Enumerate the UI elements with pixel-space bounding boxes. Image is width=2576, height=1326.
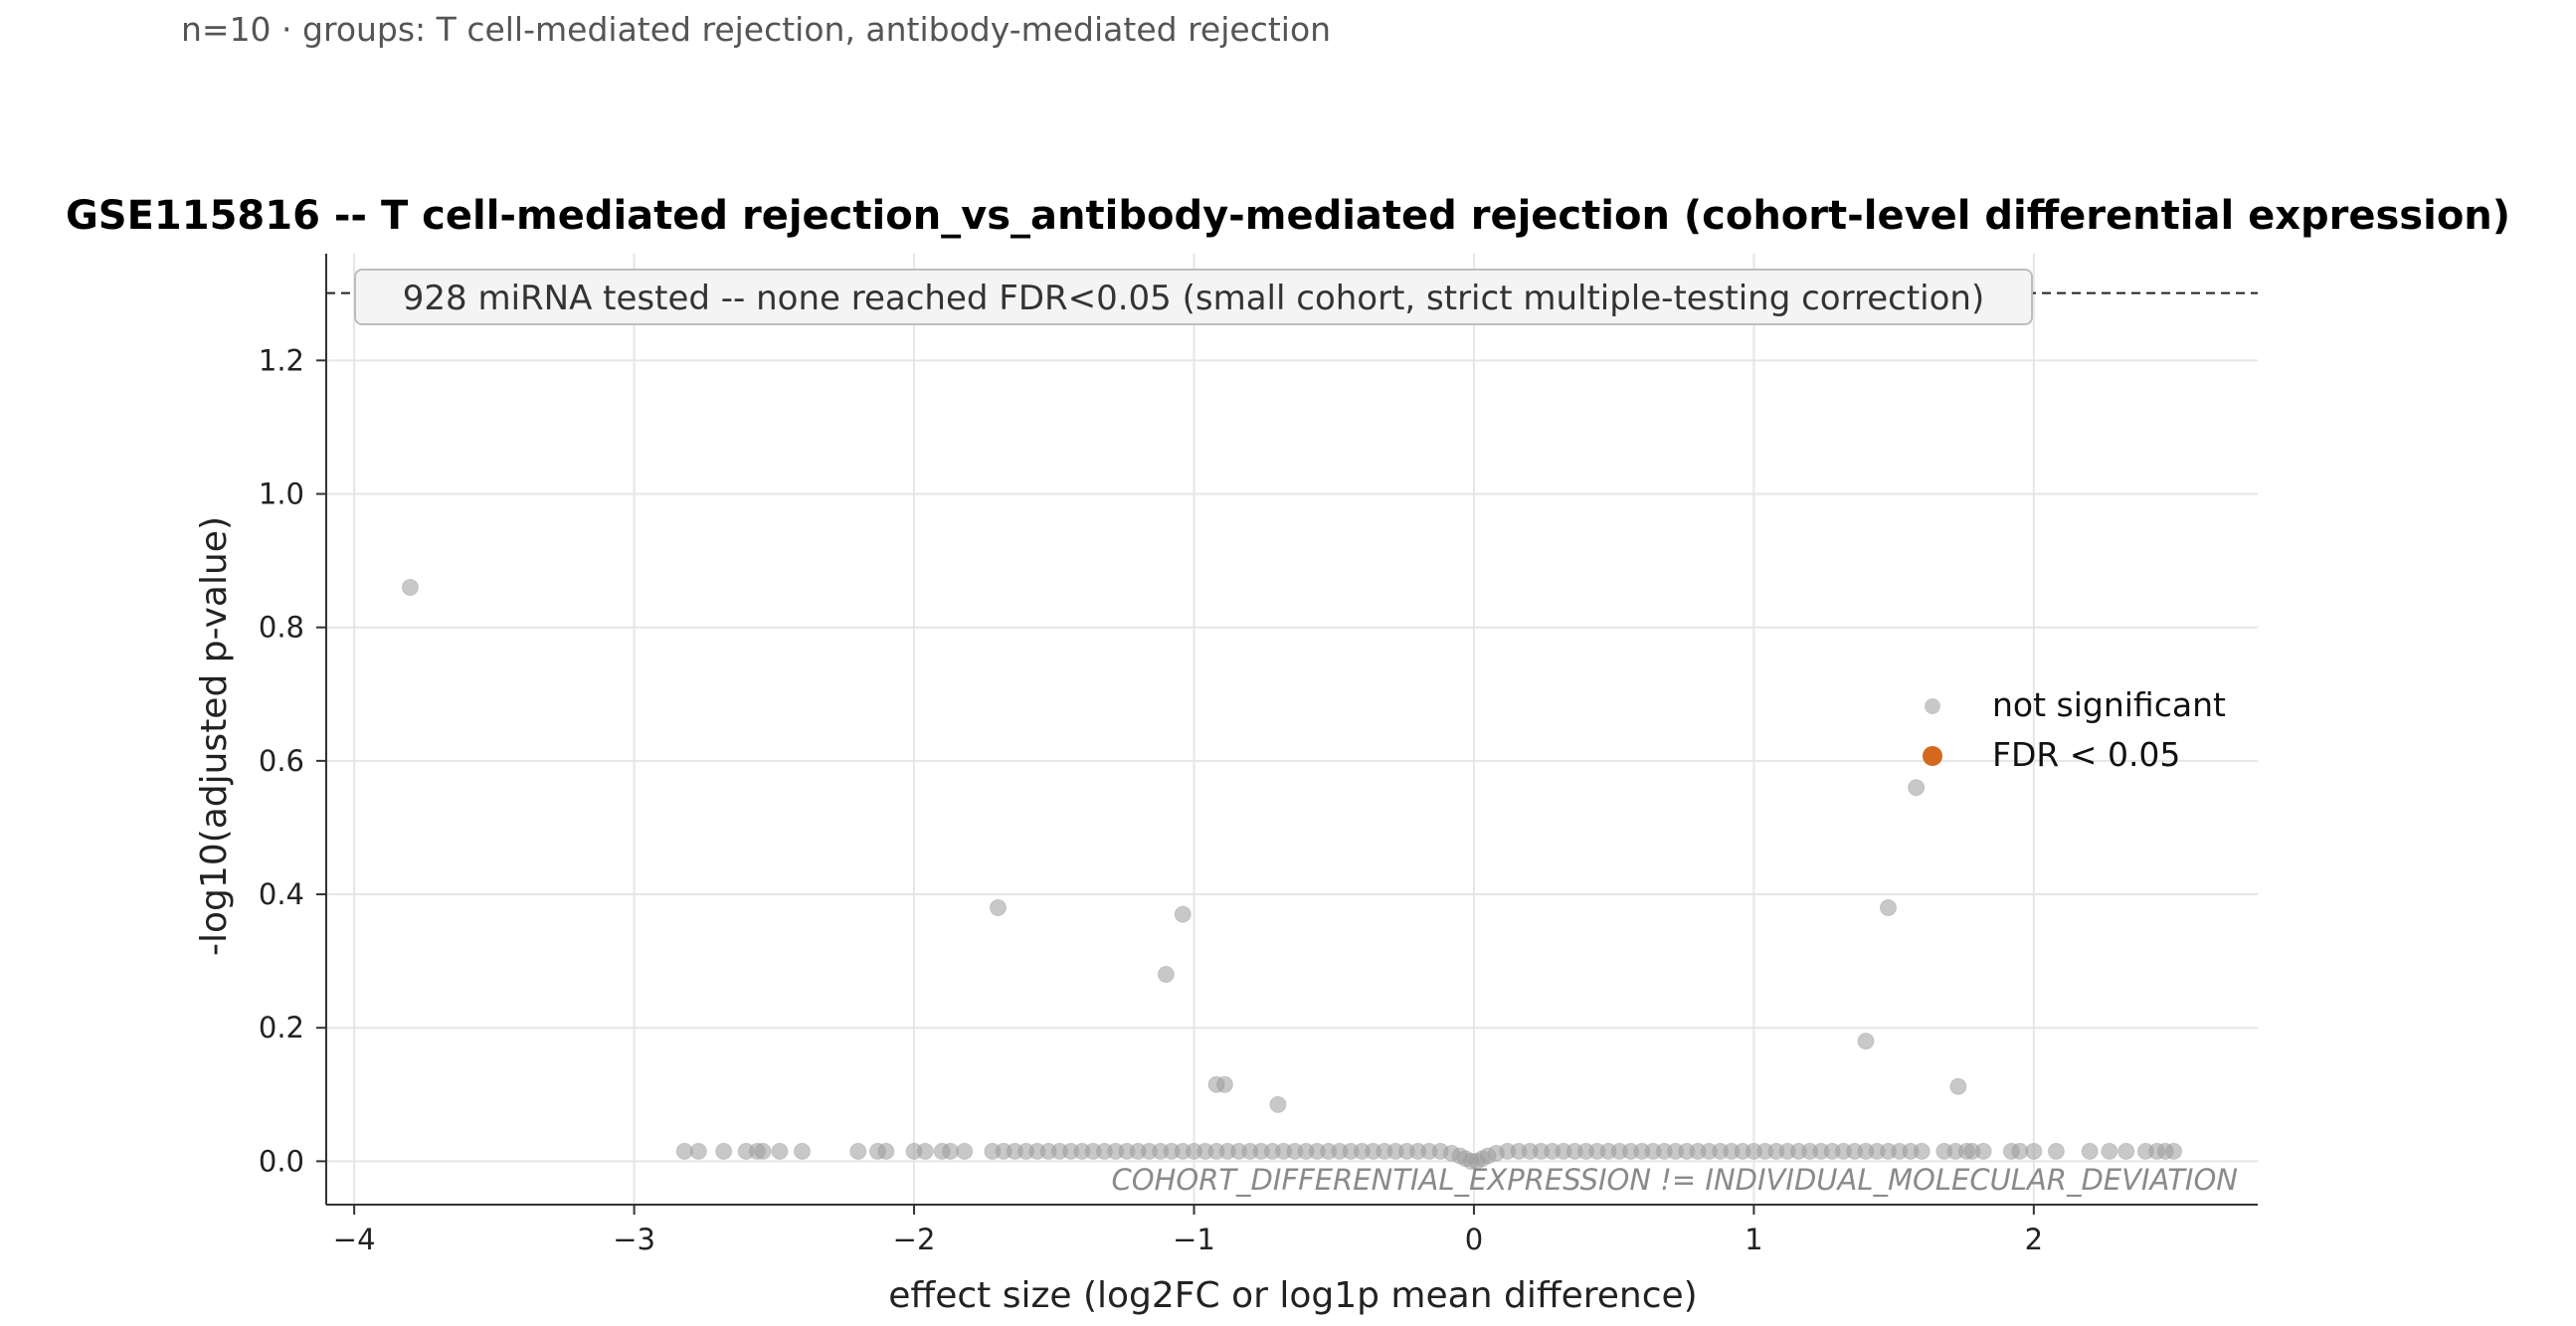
x-tick-label: 0 bbox=[1465, 1223, 1483, 1256]
point-not-significant bbox=[849, 1142, 867, 1160]
point-not-significant bbox=[2081, 1142, 2099, 1160]
point-not-significant bbox=[1174, 905, 1192, 923]
chart-subtitle: n=10 · groups: T cell-mediated rejection… bbox=[181, 10, 1332, 49]
y-tick-label: 0.4 bbox=[259, 877, 304, 911]
x-tick-label: −1 bbox=[1173, 1223, 1215, 1256]
x-tick-label: −3 bbox=[613, 1223, 655, 1256]
point-not-significant bbox=[1157, 966, 1175, 984]
point-not-significant bbox=[2101, 1142, 2118, 1160]
point-not-significant bbox=[793, 1142, 811, 1160]
point-not-significant bbox=[989, 898, 1007, 916]
point-not-significant bbox=[2047, 1142, 2065, 1160]
annotation-box-frame bbox=[354, 269, 2033, 325]
point-not-significant bbox=[1857, 1033, 1875, 1050]
point-not-significant bbox=[916, 1142, 934, 1160]
ticks: −4 −3 −2 −1 0 1 2 0.0 0.2 0.4 0.6 0.8 1.0 1.2 bbox=[259, 343, 2043, 1256]
point-not-significant bbox=[2117, 1142, 2135, 1160]
axes bbox=[325, 254, 2258, 1206]
legend-marker-significant bbox=[1923, 746, 1942, 766]
y-tick-label: 0.8 bbox=[259, 611, 304, 645]
y-tick-label: 1.0 bbox=[259, 477, 304, 511]
x-axis-label: effect size (log2FC or log1p mean differ… bbox=[888, 1275, 1697, 1316]
point-not-significant bbox=[1215, 1075, 1233, 1093]
point-not-significant bbox=[1949, 1077, 1967, 1095]
y-tick-label: 0.2 bbox=[259, 1011, 304, 1044]
legend-label-significant: FDR < 0.05 bbox=[1992, 735, 2180, 774]
annotation-box: 928 miRNA tested -- none reached FDR<0.0… bbox=[354, 269, 2033, 325]
data-points bbox=[401, 578, 2183, 1170]
point-not-significant bbox=[956, 1142, 974, 1160]
annotation-text: 928 miRNA tested -- none reached FDR<0.0… bbox=[403, 279, 1984, 318]
point-not-significant bbox=[715, 1142, 733, 1160]
legend-label-not-significant: not significant bbox=[1992, 685, 2226, 724]
x-tick-label: −2 bbox=[893, 1223, 936, 1256]
gridlines bbox=[326, 254, 2258, 1205]
y-axis-label: -log10(adjusted p-value) bbox=[194, 516, 235, 956]
legend-marker-not-significant bbox=[1925, 698, 1940, 714]
x-tick-label: 2 bbox=[2025, 1223, 2043, 1256]
chart-title: GSE115816 -- T cell-mediated rejection_v… bbox=[66, 193, 2510, 239]
point-not-significant bbox=[1908, 779, 1926, 797]
x-tick-label: −4 bbox=[333, 1223, 376, 1256]
point-not-significant bbox=[401, 578, 419, 596]
point-not-significant bbox=[2165, 1142, 2183, 1160]
y-tick-label: 0.0 bbox=[259, 1144, 304, 1178]
footnote: COHORT_DIFFERENTIAL_EXPRESSION != INDIVI… bbox=[1111, 1163, 2238, 1197]
point-not-significant bbox=[1879, 898, 1897, 916]
legend: not significant FDR < 0.05 bbox=[1923, 685, 2226, 774]
point-not-significant bbox=[877, 1142, 895, 1160]
x-tick-label: 1 bbox=[1745, 1223, 1762, 1256]
point-not-significant bbox=[1974, 1142, 1992, 1160]
point-not-significant bbox=[771, 1142, 789, 1160]
point-not-significant bbox=[2025, 1142, 2043, 1160]
point-not-significant bbox=[754, 1142, 772, 1160]
point-not-significant bbox=[1269, 1095, 1287, 1113]
point-not-significant bbox=[689, 1142, 707, 1160]
y-tick-label: 0.6 bbox=[259, 744, 304, 778]
point-not-significant bbox=[1913, 1142, 1931, 1160]
y-tick-label: 1.2 bbox=[259, 343, 304, 377]
